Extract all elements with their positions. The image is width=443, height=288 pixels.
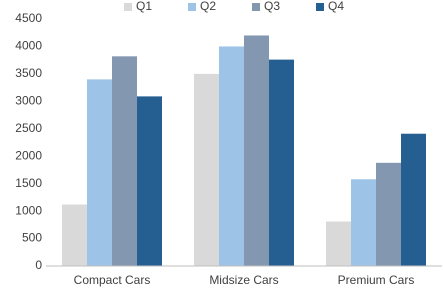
y-tick-label: 1500 — [15, 176, 42, 190]
x-tick-label: Midsize Cars — [209, 273, 278, 287]
y-tick-label: 3500 — [15, 66, 42, 80]
legend-swatch — [316, 3, 324, 11]
x-tick-label: Compact Cars — [74, 273, 151, 287]
legend-swatch — [188, 3, 196, 11]
bar — [87, 79, 112, 266]
bar — [137, 96, 162, 266]
y-tick-label: 4500 — [15, 11, 42, 25]
bar — [401, 133, 426, 266]
legend-label: Q4 — [328, 0, 344, 13]
bar — [194, 73, 219, 266]
bar — [62, 204, 87, 266]
y-tick-label: 1000 — [15, 203, 42, 217]
y-tick-label: 0 — [35, 258, 42, 272]
y-tick-label: 2000 — [15, 148, 42, 162]
y-tick-label: 500 — [22, 231, 42, 245]
x-tick-label: Premium Cars — [338, 273, 415, 287]
bar — [219, 46, 244, 266]
y-tick-label: 2500 — [15, 121, 42, 135]
bar — [326, 221, 351, 266]
bar — [351, 179, 376, 266]
legend-label: Q1 — [136, 0, 152, 13]
bar — [269, 59, 294, 266]
legend-swatch — [124, 3, 132, 11]
y-tick-label: 4000 — [15, 39, 42, 53]
bar — [376, 162, 401, 266]
legend-swatch — [252, 3, 260, 11]
y-tick-label: 3000 — [15, 94, 42, 108]
legend-label: Q2 — [200, 0, 216, 13]
legend-label: Q3 — [264, 0, 280, 13]
bar — [244, 35, 269, 266]
bar — [112, 56, 137, 266]
